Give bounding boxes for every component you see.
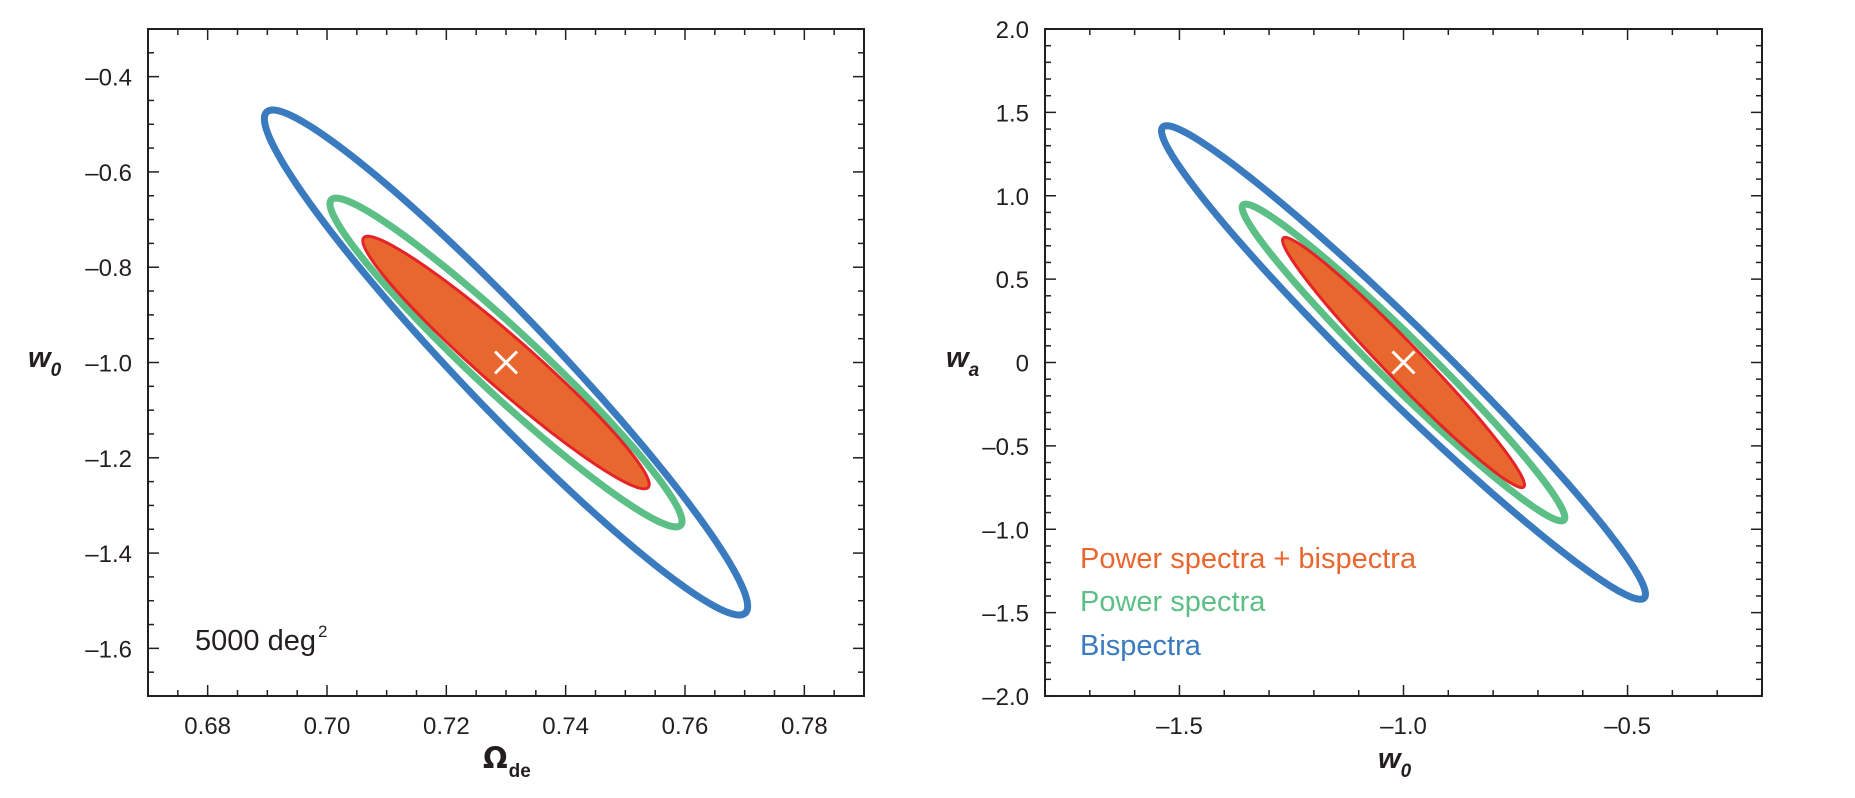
y-tick-labels: –0.4 –0.6 –0.8 –1.0 –1.2 –1.4 –1.6: [85, 65, 132, 664]
fiducial-cross-stroke: [493, 350, 519, 375]
power-spectra-contour: [326, 194, 686, 531]
y-tick-label: –0.4: [85, 65, 132, 92]
survey-area-annotation: 5000 deg 2: [195, 622, 327, 657]
y-axis-label: wa: [946, 342, 980, 381]
bispectra-contour: [260, 106, 752, 619]
x-tick-label: –0.5: [1604, 713, 1651, 740]
tick-marks: [1044, 28, 1763, 697]
fiducial-marker: [1391, 350, 1416, 375]
x-tick-labels: 0.68 0.70 0.72 0.74 0.76 0.78: [184, 713, 827, 740]
y-tick-label: –0.6: [85, 160, 132, 187]
fiducial-marker: [493, 350, 519, 375]
x-tick-label: 0.72: [423, 713, 470, 740]
y-tick-label: 0: [1016, 351, 1029, 378]
x-tick-label: 0.70: [304, 713, 351, 740]
x-tick-label: 0.78: [781, 713, 828, 740]
y-tick-label: –1.4: [85, 541, 132, 568]
y-tick-label: –0.8: [85, 255, 132, 282]
y-tick-label: –1.6: [85, 636, 132, 663]
legend-entry-power-spectra: Power spectra: [1080, 586, 1266, 618]
power-spectra-contour: [1238, 200, 1569, 525]
x-axis-label: Ωde: [483, 741, 531, 782]
legend-entry-combined: Power spectra + bispectra: [1080, 543, 1417, 575]
x-axis-label: w0: [1378, 743, 1412, 782]
y-axis-label: w0: [28, 342, 62, 381]
x-tick-label: 0.74: [542, 713, 589, 740]
y-tick-label: 2.0: [996, 17, 1029, 44]
y-tick-label: –1.2: [85, 446, 132, 473]
y-tick-label: 1.0: [996, 184, 1029, 211]
bispectra-contour: [1157, 122, 1650, 603]
fiducial-cross-stroke: [1391, 350, 1416, 375]
y-tick-label: –0.5: [982, 434, 1029, 461]
y-tick-labels: 2.0 1.5 1.0 0.5 0 –0.5 –1.0 –1.5 –2.0: [982, 17, 1029, 711]
y-tick-label: –2.0: [982, 684, 1029, 711]
x-tick-labels: –1.5 –1.0 –0.5: [1156, 713, 1651, 740]
x-tick-label: –1.0: [1380, 713, 1427, 740]
x-tick-label: 0.68: [184, 713, 231, 740]
y-tick-label: –1.0: [982, 517, 1029, 544]
panel-w0-wa: –1.5 –1.0 –0.5 2.0 1.5 1.0 0.5 0 –0.5 –1.0 –1.5 –2…: [946, 17, 1763, 782]
panel-omega-w0: 0.68 0.70 0.72 0.74 0.76 0.78 –0.4 –0.6 –0.8 –1.…: [28, 28, 865, 782]
legend-entry-bispectra: Bispectra: [1080, 630, 1202, 662]
x-tick-label: –1.5: [1156, 713, 1203, 740]
y-tick-label: 0.5: [996, 267, 1029, 294]
y-tick-label: 1.5: [996, 100, 1029, 127]
tick-marks: [147, 28, 865, 697]
y-tick-label: –1.5: [982, 601, 1029, 628]
legend: Power spectra + bispectra Power spectra …: [1080, 543, 1417, 662]
y-tick-label: –1.0: [85, 351, 132, 378]
x-tick-label: 0.76: [662, 713, 709, 740]
